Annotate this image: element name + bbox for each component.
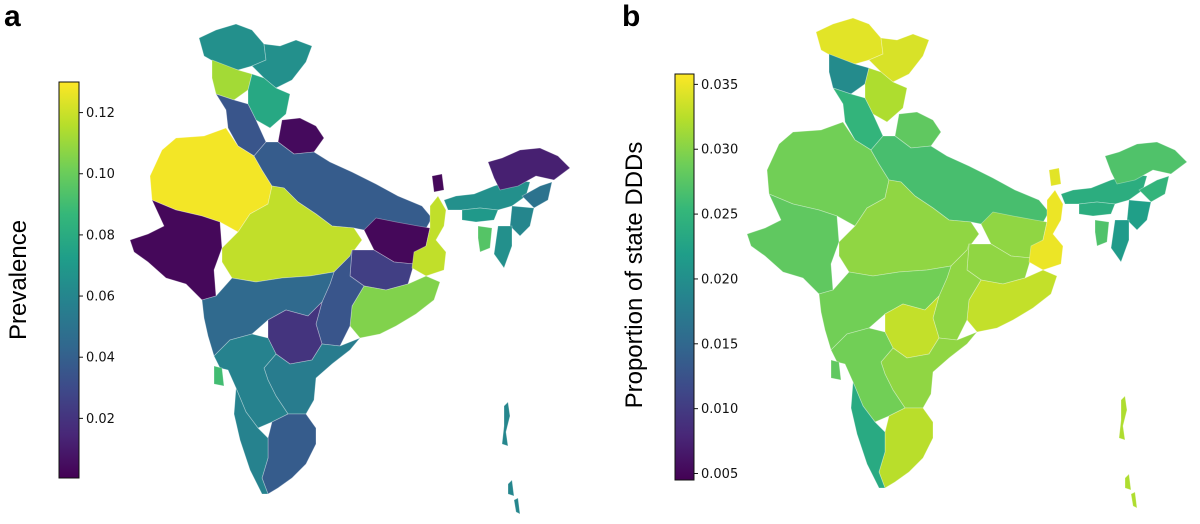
panel-a-tripura-region — [477, 225, 493, 253]
colorbar-a-title: Prevalence — [5, 220, 32, 340]
panel-a: a Prevalence 0.02 0.04 0.06 0.08 0.10 0.12 — [4, 0, 571, 515]
panel-a-west-bengal-region — [411, 195, 447, 277]
panel-a-punjab-region — [211, 59, 253, 101]
panel-a-colorbar-gradient — [59, 82, 79, 478]
panel-b-tamil-nadu-region — [878, 407, 934, 489]
panel-a-jammu-kashmir-region — [198, 23, 267, 71]
panel-a-mizoram-region — [493, 225, 513, 269]
panel-a-colorbar-tick-label: 0.02 — [86, 412, 115, 427]
panel-b-arunachal-region — [1104, 141, 1188, 185]
colorbar-b: 0.005 0.010 0.015 0.020 0.025 0.030 0.035 — [674, 73, 738, 482]
panel-b-colorbar-tick-label: 0.025 — [701, 208, 738, 223]
colorbar-b-title: Proportion of state DDDs — [621, 142, 648, 409]
panel-a-manipur-region — [509, 205, 535, 237]
panel-b-nagaland-region — [1138, 175, 1170, 203]
panel-b-colorbar-tick-label: 0.005 — [701, 467, 738, 482]
panel-b-gujarat-region — [746, 193, 840, 295]
panel-b-sikkim-region — [1048, 167, 1062, 187]
panel-b-punjab-region — [828, 53, 870, 95]
panel-a-letter: a — [4, 0, 21, 33]
panel-a-kerala-region — [233, 387, 269, 495]
panel-a-goa-region — [213, 365, 225, 387]
panel-a-andaman-region — [501, 401, 521, 515]
colorbar-a: 0.02 0.04 0.06 0.08 0.10 0.12 — [58, 81, 115, 479]
panel-a-sikkim-region — [431, 173, 445, 193]
panel-b-himachal-region — [864, 67, 908, 123]
panel-a-nagaland-region — [521, 181, 553, 209]
panel-b-mizoram-region — [1110, 219, 1130, 263]
panel-a-colorbar-tick-label: 0.08 — [86, 228, 115, 243]
panel-b-tripura-region — [1094, 219, 1110, 247]
panel-b-andaman-region — [1118, 395, 1138, 509]
panel-b-colorbar-tick-label: 0.035 — [701, 78, 738, 93]
panel-b-letter: b — [622, 0, 640, 33]
india-map-a — [129, 23, 571, 515]
panel-b-kerala-region — [850, 381, 886, 489]
panel-a-colorbar-tick-label: 0.06 — [86, 290, 115, 305]
panel-a-colorbar-tick-label: 0.10 — [86, 167, 115, 182]
panel-b: b Proportion of state DDDs 0.0050.0100.0… — [621, 0, 1188, 509]
india-map-b — [746, 17, 1188, 509]
panel-a-colorbar-tick-label: 0.12 — [86, 106, 115, 121]
panel-a-ladakh-region — [251, 39, 313, 89]
panel-b-meghalaya-region — [1078, 201, 1116, 217]
panel-a-himachal-region — [247, 73, 291, 129]
panel-b-colorbar-gradient — [675, 74, 694, 480]
panel-a-colorbar-tick-label: 0.04 — [86, 351, 115, 366]
panel-b-colorbar-tick-label: 0.020 — [701, 272, 738, 287]
panel-b-west-bengal-region — [1028, 189, 1064, 271]
panel-b-colorbar-tick-label: 0.030 — [701, 143, 738, 158]
panel-b-goa-region — [830, 359, 842, 381]
panel-b-ladakh-region — [868, 33, 930, 83]
panel-b-jammu-kashmir-region — [815, 17, 884, 65]
panel-a-arunachal-region — [487, 147, 571, 191]
panel-b-colorbar-frame — [674, 73, 695, 481]
panel-a-tamil-nadu-region — [261, 413, 317, 495]
panel-b-karnataka-region — [830, 327, 906, 423]
panel-b-manipur-region — [1126, 199, 1152, 231]
panel-b-colorbar-tick-label: 0.015 — [701, 337, 738, 352]
panel-a-karnataka-region — [213, 333, 289, 429]
panel-b-colorbar-tick-label: 0.010 — [701, 402, 738, 417]
panel-a-colorbar-frame — [58, 81, 80, 479]
panel-a-gujarat-region — [129, 199, 223, 301]
panel-a-meghalaya-region — [461, 207, 499, 223]
